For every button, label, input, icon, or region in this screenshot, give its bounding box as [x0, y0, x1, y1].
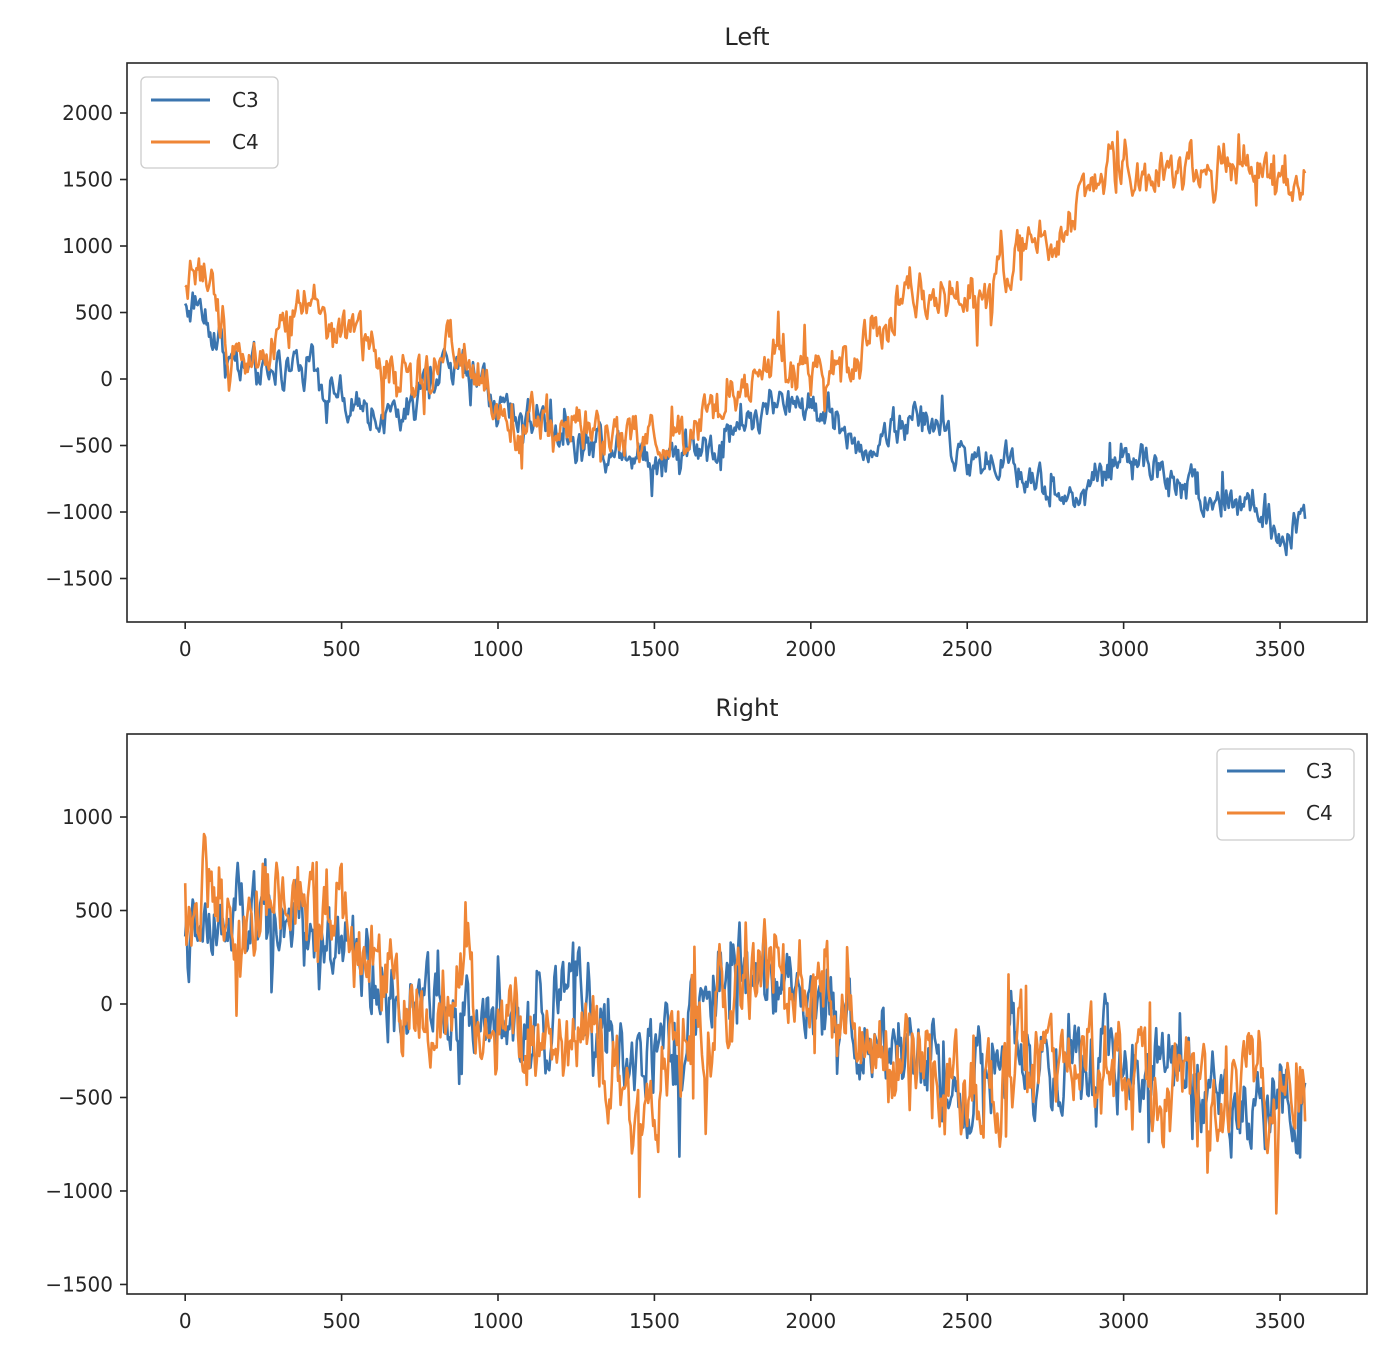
legend-label-c3: C3 — [1306, 759, 1333, 783]
x-tick-label: 3500 — [1255, 637, 1306, 661]
x-axis-right: 0 500 1000 1500 2000 2500 3000 3500 — [179, 1294, 1306, 1333]
axes-left: Left 0 500 1000 1500 2000 2500 3000 3500 −1500−… — [45, 23, 1368, 661]
x-tick-label: 500 — [322, 637, 360, 661]
axes-right: Right 0 500 1000 1500 2000 2500 3000 3500 −1500… — [45, 694, 1368, 1333]
x-tick-label: 3500 — [1255, 1309, 1306, 1333]
x-axis-left: 0 500 1000 1500 2000 2500 3000 3500 — [179, 622, 1306, 661]
y-tick-label: −1000 — [45, 500, 113, 524]
x-tick-label: 2500 — [942, 637, 993, 661]
x-tick-label: 1000 — [473, 637, 524, 661]
axes-frame-left — [126, 62, 1368, 623]
x-tick-label: 3000 — [1098, 637, 1149, 661]
legend-right: C3 C4 — [1216, 748, 1355, 841]
y-tick-label: 0 — [100, 992, 113, 1016]
x-tick-label: 1000 — [473, 1309, 524, 1333]
y-tick-label: 1000 — [62, 805, 113, 829]
x-tick-label: 2500 — [942, 1309, 993, 1333]
y-tick-label: 2000 — [62, 101, 113, 125]
y-axis-left: −1500 −1000 −500 0 500 1000 1500 2000 — [45, 101, 127, 591]
x-tick-label: 500 — [322, 1309, 360, 1333]
series-line-c4 — [183, 832, 1307, 1215]
x-tick-label: 0 — [179, 1309, 192, 1333]
chart-title-right: Right — [715, 694, 778, 722]
x-tick-label: 1500 — [629, 1309, 680, 1333]
y-tick-label: −1500 — [45, 567, 113, 591]
legend-label-c4: C4 — [232, 130, 259, 154]
legend-left: C3 C4 — [140, 76, 279, 169]
y-tick-label: −1000 — [45, 1179, 113, 1203]
legend-label-c4: C4 — [1306, 801, 1333, 825]
x-tick-label: 2000 — [785, 1309, 836, 1333]
chart-title-left: Left — [724, 23, 769, 51]
y-tick-label: 0 — [100, 367, 113, 391]
y-tick-label: 500 — [75, 899, 113, 923]
axes-frame-right — [126, 733, 1368, 1295]
series-line-c4 — [184, 130, 1307, 470]
x-tick-label: 1500 — [629, 637, 680, 661]
x-tick-label: 3000 — [1098, 1309, 1149, 1333]
y-tick-label: −500 — [58, 434, 113, 458]
y-tick-label: 1500 — [62, 168, 113, 192]
y-tick-label: 1000 — [62, 234, 113, 258]
x-tick-label: 2000 — [785, 637, 836, 661]
legend-label-c3: C3 — [232, 88, 259, 112]
y-tick-label: 500 — [75, 301, 113, 325]
y-axis-right: −1500 −1000 −500 0 500 1000 — [45, 805, 127, 1296]
legend-box-right — [1216, 748, 1355, 841]
series-line-c3 — [184, 291, 1307, 557]
x-tick-label: 0 — [179, 637, 192, 661]
plot-lines-right — [183, 832, 1307, 1215]
plot-lines-left — [184, 130, 1307, 557]
y-tick-label: −500 — [58, 1085, 113, 1109]
y-tick-label: −1500 — [45, 1272, 113, 1296]
